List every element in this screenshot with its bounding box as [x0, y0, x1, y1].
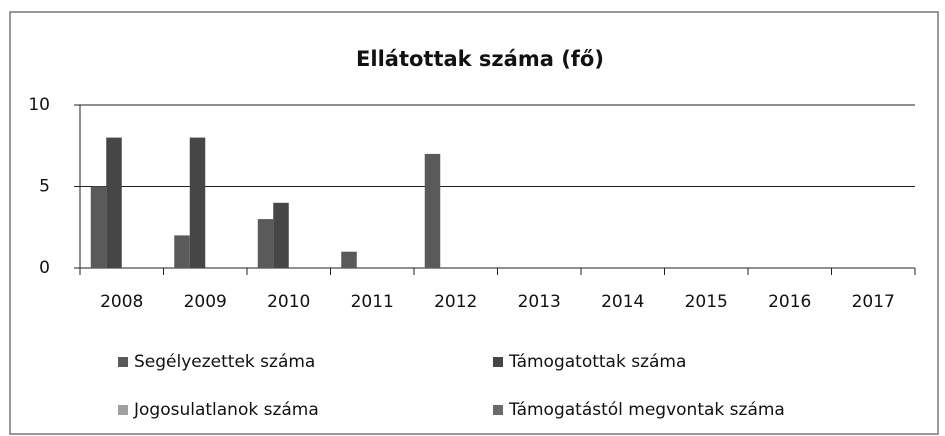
bar [174, 235, 190, 268]
x-tick-label: 2016 [768, 292, 811, 312]
x-tick-label: 2011 [351, 292, 394, 312]
y-tick-label: 10 [28, 95, 50, 115]
x-tick-label: 2014 [601, 292, 644, 312]
bar [341, 251, 357, 268]
bar [189, 137, 206, 268]
x-tick-label: 2008 [100, 292, 143, 312]
x-tick-label: 2017 [852, 292, 895, 312]
y-tick-label: 5 [39, 177, 50, 197]
x-tick-label: 2010 [267, 292, 310, 312]
chart-frame [9, 11, 939, 435]
legend-swatch [118, 357, 128, 367]
x-tick-label: 2013 [518, 292, 561, 312]
bar [424, 153, 441, 268]
legend-label: Támogatástól megvontak száma [508, 400, 785, 420]
legend-swatch [493, 357, 503, 367]
x-tick-label: 2015 [685, 292, 728, 312]
legend-swatch [493, 405, 503, 415]
legend-label: Támogatottak száma [508, 352, 686, 372]
bar [257, 219, 274, 268]
bar [273, 202, 289, 268]
legend-label: Jogosulatlanok száma [133, 400, 319, 420]
bar [90, 186, 107, 268]
legend-label: Segélyezettek száma [134, 352, 315, 372]
x-tick-label: 2012 [434, 292, 477, 312]
x-tick-label: 2009 [184, 292, 227, 312]
legend-swatch [118, 405, 128, 415]
bar [106, 137, 122, 268]
y-tick-label: 0 [39, 258, 50, 278]
chart-title: Ellátottak száma (fő) [356, 47, 604, 71]
